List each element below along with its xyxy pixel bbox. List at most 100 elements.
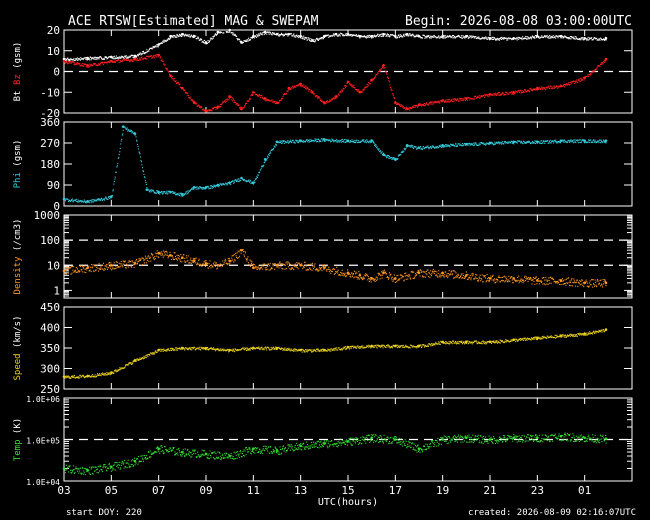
scatter-dot [202,41,204,43]
scatter-dot [470,144,472,146]
scatter-dot [228,350,230,352]
scatter-dot [103,198,105,200]
scatter-dot [439,146,441,148]
scatter-dot [532,141,534,143]
scatter-dot [312,268,315,270]
scatter-dot [476,37,478,40]
scatter-dot [67,60,69,62]
scatter-dot [523,91,525,93]
scatter-dot [97,198,99,200]
scatter-dot [197,347,199,349]
scatter-dot [84,200,86,202]
scatter-dot [553,142,555,144]
scatter-dot [375,75,377,77]
scatter-dot [179,35,181,37]
scatter-dot [127,56,129,58]
scatter-dot [566,282,569,284]
scatter-dot [542,140,544,143]
scatter-dot [475,95,477,97]
scatter-dot [285,32,287,34]
scatter-dot [469,99,471,101]
scatter-dot [543,87,545,89]
scatter-dot [395,159,397,161]
scatter-dot [197,36,199,38]
scatter-dot [79,270,81,272]
scatter-dot [165,67,167,69]
scatter-dot [456,98,459,100]
scatter-dot [205,41,207,44]
scatter-dot [189,98,191,100]
scatter-dot [442,274,444,276]
scatter-dot [167,193,169,195]
scatter-dot [602,62,604,64]
scatter-dot [110,262,112,264]
scatter-dot [415,273,417,275]
scatter-dot [186,91,188,93]
scatter-dot [273,32,275,34]
scatter-dot [470,277,472,279]
scatter-dot [99,56,101,58]
scatter-dot [187,34,189,36]
scatter-dot [67,375,70,377]
scatter-dot [102,374,105,376]
scatter-dot [75,63,77,65]
scatter-dot [138,57,141,59]
scatter-dot [316,37,318,39]
scatter-dot [293,141,295,143]
scatter-dot [175,193,177,195]
scatter-dot [370,35,372,37]
scatter-dot [512,282,514,284]
scatter-dot [66,269,69,271]
scatter-dot [241,178,244,180]
scatter-dot [380,275,382,277]
scatter-dot [133,57,135,59]
scatter-dot [198,105,200,107]
scatter-dot [231,99,233,101]
scatter-dot [175,194,178,196]
scatter-dot [576,79,578,81]
y-axis-label-part: Speed [13,353,23,380]
scatter-dot [426,37,428,39]
scatter-dot [101,61,103,63]
scatter-dot [135,360,137,363]
scatter-dot [524,38,526,40]
scatter-dot [204,42,206,44]
scatter-dot [336,96,338,98]
scatter-dot [382,270,384,272]
scatter-dot [125,364,127,366]
scatter-dot [145,183,147,186]
scatter-dot [245,257,247,259]
scatter-dot [579,78,581,80]
scatter-dot [287,142,289,144]
scatter-dot [378,148,380,150]
scatter-dot [510,141,512,143]
scatter-dot [268,269,270,271]
scatter-dot [75,200,77,202]
scatter-dot [109,372,111,374]
scatter-dot [329,269,331,271]
scatter-dot [105,264,108,266]
scatter-dot [562,84,565,87]
scatter-dot [126,57,128,59]
scatter-dot [90,63,92,65]
scatter-dot [469,275,471,277]
scatter-dot [365,273,367,275]
scatter-dot [583,283,585,285]
scatter-dot [148,257,150,259]
scatter-dot [119,57,121,59]
scatter-dot [317,39,320,41]
scatter-dot [171,191,173,193]
scatter-dot [248,264,250,266]
scatter-dot [70,273,72,275]
scatter-dot [205,265,207,267]
scatter-dot [170,255,172,257]
scatter-dot [240,108,242,110]
scatter-dot [534,283,536,285]
scatter-dot [379,151,381,153]
scatter-dot [448,145,450,147]
scatter-dot [125,56,127,58]
scatter-dot [483,143,485,145]
scatter-dot [276,101,278,104]
scatter-dot [319,99,321,102]
scatter-dot [392,93,394,95]
